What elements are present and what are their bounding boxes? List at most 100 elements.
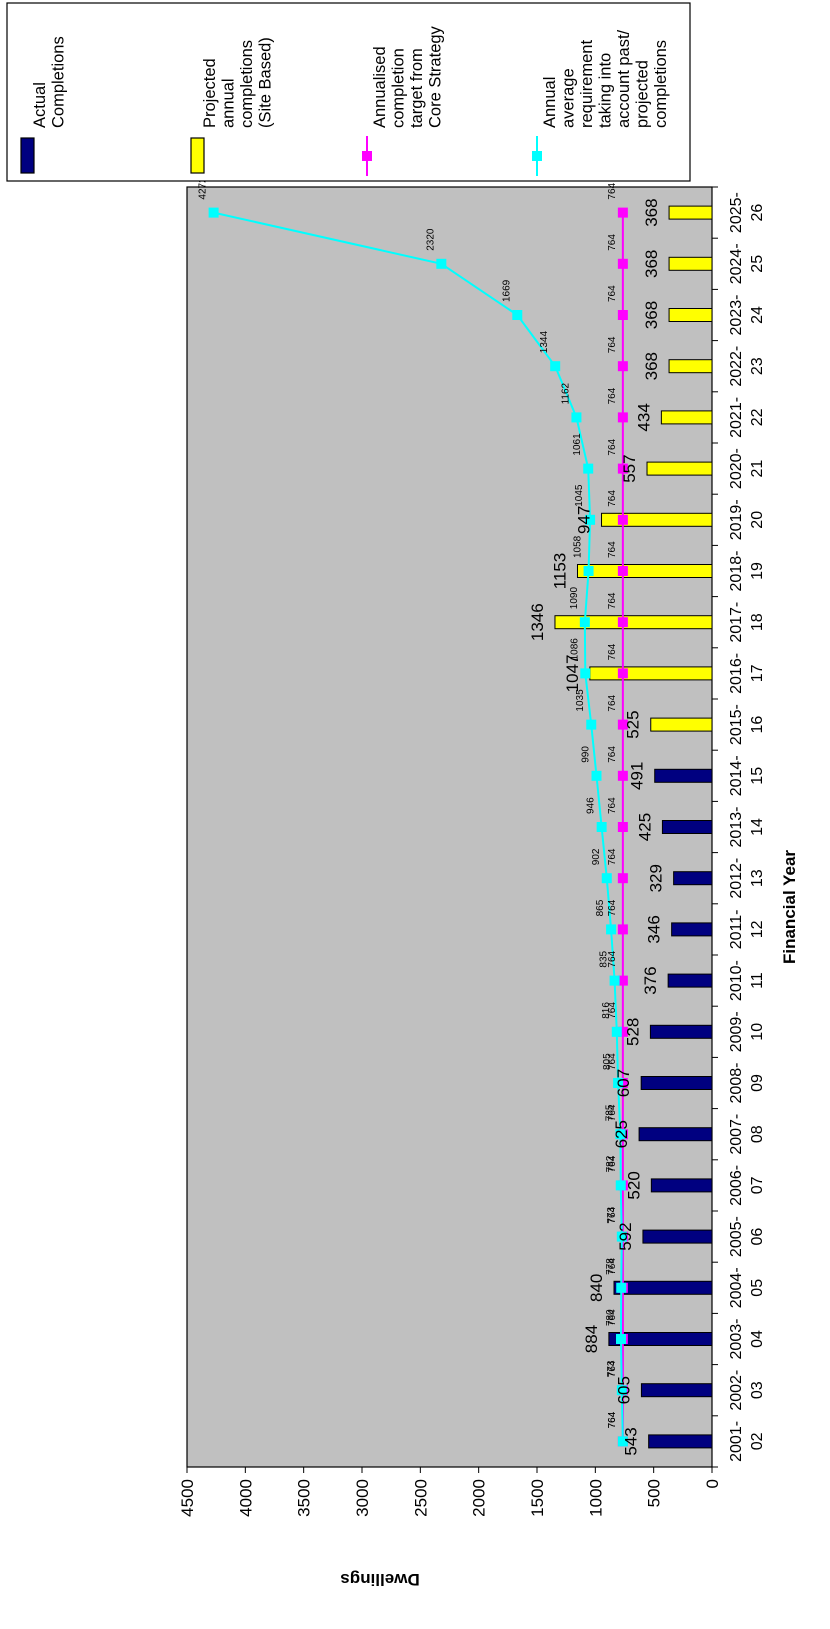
legend-label: Annualised (371, 46, 389, 128)
marker-annual-requirement-22 (512, 310, 523, 320)
category-label: 07 (749, 1176, 766, 1194)
bar-value-label: 368 (642, 198, 661, 226)
category-label: 12 (749, 920, 766, 938)
legend-label: completions (652, 40, 670, 128)
marker-annual-requirement-6 (615, 1129, 626, 1140)
data-labels-layer: 543 605 884 840 592 520 625 607 528 376 346 329 425 4… (198, 177, 666, 1456)
category-label: 11 (749, 972, 766, 989)
marker-annual-requirement-23 (436, 258, 447, 269)
marker-core-strategy-10 (617, 924, 628, 935)
category-label: 2018- (728, 551, 745, 592)
category-label: 17 (749, 664, 766, 682)
category-label: 2007- (728, 1114, 745, 1155)
value-tick-label: 4000 (236, 1479, 255, 1517)
point-value-label: 2320 (425, 228, 436, 251)
point-value-label: 764 (607, 899, 618, 916)
category-label: 10 (749, 1023, 766, 1041)
point-value-label: 865 (595, 899, 606, 916)
value-tick-label: 1500 (528, 1479, 547, 1517)
point-value-label: 764 (607, 1206, 618, 1223)
category-label: 06 (749, 1228, 766, 1246)
point-value-label: 764 (607, 592, 618, 609)
bar-actual-6 (638, 1127, 713, 1142)
marker-annual-requirement-18 (585, 514, 596, 525)
bar-projected-14 (650, 717, 713, 732)
marker-core-strategy-18 (617, 514, 628, 525)
point-value-label: 764 (607, 1002, 618, 1019)
legend-label: account past/ (615, 29, 633, 128)
bar-actual-1 (640, 1383, 713, 1398)
bar-value-label: 376 (641, 966, 660, 994)
legend-label: annual (220, 78, 238, 128)
point-value-label: 4272 (198, 177, 209, 200)
bar-actual-12 (661, 820, 713, 834)
bar-actual-2 (608, 1332, 713, 1346)
point-value-label: 782 (605, 1155, 616, 1172)
point-value-label: 1669 (501, 279, 512, 302)
bar-actual-11 (673, 871, 713, 886)
point-value-label: 764 (607, 1411, 618, 1428)
point-value-label: 1035 (575, 689, 586, 712)
point-value-label: 764 (607, 694, 618, 711)
bar-projected-19 (646, 461, 713, 476)
value-tick-label: 500 (645, 1479, 664, 1507)
marker-annual-requirement-5 (615, 1180, 626, 1191)
marker-core-strategy-20 (617, 412, 628, 423)
bar-actual-5 (650, 1178, 713, 1193)
bar-value-label: 1047 (563, 654, 582, 692)
point-value-label: 778 (605, 1258, 616, 1275)
category-label: 2001- (728, 1421, 745, 1462)
point-value-label: 764 (607, 950, 618, 967)
point-value-label: 764 (607, 1104, 618, 1121)
point-value-label: 764 (607, 234, 618, 251)
bar-projected-15 (589, 666, 713, 681)
point-value-label: 1090 (569, 587, 580, 610)
bar-actual-3 (613, 1280, 713, 1295)
bar-value-label: 491 (628, 762, 647, 790)
bar-projected-21 (668, 359, 713, 374)
bar-value-label: 329 (647, 864, 666, 892)
point-value-label: 1061 (572, 433, 583, 456)
legend-label: Projected (201, 58, 219, 128)
point-value-label: 946 (586, 797, 597, 814)
category-label: 19 (749, 562, 766, 580)
bar-value-label: 528 (623, 1018, 642, 1046)
category-label: 2016- (728, 653, 745, 694)
legend-label: Actual (31, 82, 49, 128)
legend-swatch (190, 137, 205, 174)
bar-projected-22 (668, 308, 713, 322)
marker-annual-requirement-2 (616, 1334, 626, 1344)
value-tick-label: 3500 (295, 1479, 314, 1517)
marker-core-strategy-19 (617, 463, 628, 474)
point-value-label: 1344 (539, 331, 550, 354)
legend-label: Annual (541, 77, 559, 128)
legend-label: taking into (597, 53, 615, 128)
point-value-label: 835 (599, 950, 610, 967)
marker-annual-requirement-16 (579, 617, 590, 628)
point-value-label: 764 (607, 1309, 618, 1326)
category-label: 22 (749, 408, 766, 426)
bar-value-label: 368 (642, 301, 661, 329)
marker-annual-requirement-19 (583, 463, 594, 474)
bar-projected-17 (576, 564, 713, 578)
x-axis-title: Financial Year (780, 850, 799, 964)
bar-value-label: 1346 (528, 603, 547, 641)
marker-core-strategy-24 (617, 207, 628, 218)
marker-core-strategy-8 (617, 1026, 628, 1037)
category-label: 2004- (728, 1267, 745, 1308)
point-value-label: 764 (607, 541, 618, 558)
value-tick-label: 2500 (411, 1479, 430, 1517)
bar-actual-4 (642, 1229, 713, 1244)
point-value-label: 764 (607, 182, 618, 199)
category-label: 15 (749, 767, 766, 785)
category-label: 2011- (728, 910, 745, 950)
bar-value-label: 425 (635, 813, 654, 841)
point-value-label: 805 (602, 1053, 613, 1070)
legend-label: Completions (50, 36, 68, 128)
category-label: 2021- (728, 397, 745, 438)
bar-value-label: 947 (575, 506, 594, 534)
legend-label: average (560, 68, 578, 128)
value-tick-label: 4500 (178, 1479, 197, 1517)
bar-value-label: 884 (582, 1325, 601, 1353)
